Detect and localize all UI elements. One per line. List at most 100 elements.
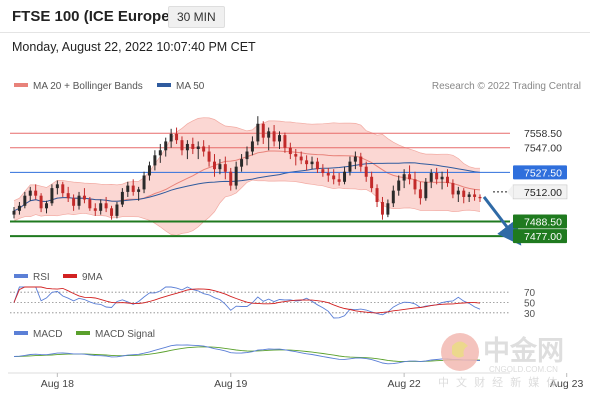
candle-body: [359, 156, 363, 167]
rsi-line: [13, 286, 481, 319]
candle-body: [391, 190, 395, 204]
candle-body: [380, 202, 384, 215]
candle-body: [93, 208, 97, 211]
candle-body: [418, 189, 422, 199]
candle-body: [429, 172, 433, 182]
candle-body: [45, 203, 49, 209]
legend-ma20-swatch: [14, 83, 28, 87]
candle-body: [137, 189, 141, 192]
candle-body: [440, 176, 444, 180]
candle-body: [185, 143, 189, 151]
watermark: 中金网 中 文 财 经 新 媒 体 CNGOLD.COM.CN: [438, 333, 564, 389]
candle-body: [343, 171, 347, 182]
candle-body: [72, 198, 76, 206]
candle-body: [245, 151, 249, 160]
macd-signal-line: [13, 346, 481, 362]
candle-body: [12, 210, 16, 215]
candle-body: [164, 141, 168, 151]
candle-body: [462, 190, 466, 197]
bollinger-upper-line: [13, 117, 481, 202]
candle-body: [272, 131, 276, 142]
candle-body: [61, 184, 65, 194]
candle-body: [191, 143, 195, 149]
timestamp: Monday, August 22, 2022 10:07:40 PM CET: [12, 40, 256, 54]
candle-body: [207, 151, 211, 162]
copyright-text: Research © 2022 Trading Central: [432, 81, 581, 92]
candle-body: [397, 180, 401, 191]
level-tag-bg: [513, 214, 567, 229]
x-tick-label: Aug 19: [214, 378, 247, 390]
bollinger-band-fill: [14, 117, 480, 236]
candle-body: [305, 160, 309, 165]
candle-body: [364, 166, 368, 177]
candle-body: [110, 208, 114, 216]
candle-body: [120, 191, 124, 205]
candle-body: [413, 179, 417, 190]
candle-body: [153, 155, 157, 166]
candle-body: [315, 161, 319, 170]
candle-body: [386, 203, 390, 215]
watermark-logo-mark: [452, 341, 468, 358]
candle-body: [402, 174, 406, 181]
candle-body: [180, 140, 184, 151]
candle-body: [147, 165, 151, 176]
candle-body: [283, 135, 287, 148]
x-tick-label: Aug 23: [550, 378, 583, 390]
level-label-resistance: 7547.00: [524, 143, 562, 155]
candle-body: [288, 147, 292, 155]
candle-body: [142, 175, 146, 190]
candle-body: [50, 188, 54, 204]
legend-rsi-ma-label: 9MA: [82, 272, 103, 283]
rsi-level-label: 70: [524, 288, 536, 299]
legend-ma20-label: MA 20 + Bollinger Bands: [33, 81, 143, 92]
header-divider: [0, 32, 590, 33]
candle-body: [202, 146, 206, 152]
legend-rsi-ma-swatch: [63, 274, 77, 278]
candle-body: [240, 159, 244, 167]
timeframe-button[interactable]: 30 MIN: [168, 6, 225, 28]
x-tick-label: Aug 18: [41, 378, 74, 390]
candle-body: [34, 190, 38, 196]
candle-body: [478, 196, 482, 199]
legend-ma50-label: MA 50: [176, 81, 205, 92]
candle-body: [435, 172, 439, 180]
bollinger-bands: [13, 117, 481, 236]
legend-macd-label: MACD: [33, 329, 62, 340]
candle-body: [473, 194, 477, 197]
legend-ma50-swatch: [157, 83, 171, 87]
candle-body: [28, 190, 32, 196]
legend-macd-signal-label: MACD Signal: [95, 329, 155, 340]
x-tick-label: Aug 22: [387, 378, 420, 390]
current-price-tag-pointer: [507, 184, 513, 199]
candle-body: [223, 164, 227, 172]
candle-body: [321, 169, 325, 173]
x-axis: Aug 18 Aug 19 Aug 22 Aug 23: [41, 373, 583, 390]
level-tag-bg: [513, 165, 567, 180]
candle-body: [408, 174, 412, 180]
candle-body: [267, 131, 271, 138]
ma50-line: [13, 162, 481, 212]
level-label-pivot: 7527.50: [524, 167, 562, 179]
bollinger-lower-line: [13, 179, 481, 236]
candle-body: [212, 161, 216, 170]
legend-macd-swatch: [14, 331, 28, 335]
legend-rsi-label: RSI: [33, 272, 50, 283]
page-title: FTSE 100 (ICE Europe): [12, 8, 175, 25]
rsi-level-label: 50: [524, 299, 536, 310]
candle-body: [299, 156, 303, 161]
candle-body: [17, 205, 21, 211]
level-label-support: 7477.00: [524, 231, 562, 243]
candle-body: [229, 171, 233, 186]
candle-body: [456, 190, 460, 195]
candle-body: [55, 184, 59, 189]
candle-body: [99, 203, 103, 211]
candle-body: [23, 195, 27, 206]
candle-body: [467, 194, 471, 197]
macd-panel: [13, 344, 481, 365]
candle-body: [451, 183, 455, 195]
candle-body: [131, 185, 135, 192]
forecast-arrow: [482, 196, 522, 246]
candle-body: [337, 179, 341, 182]
candle-body: [88, 199, 92, 209]
